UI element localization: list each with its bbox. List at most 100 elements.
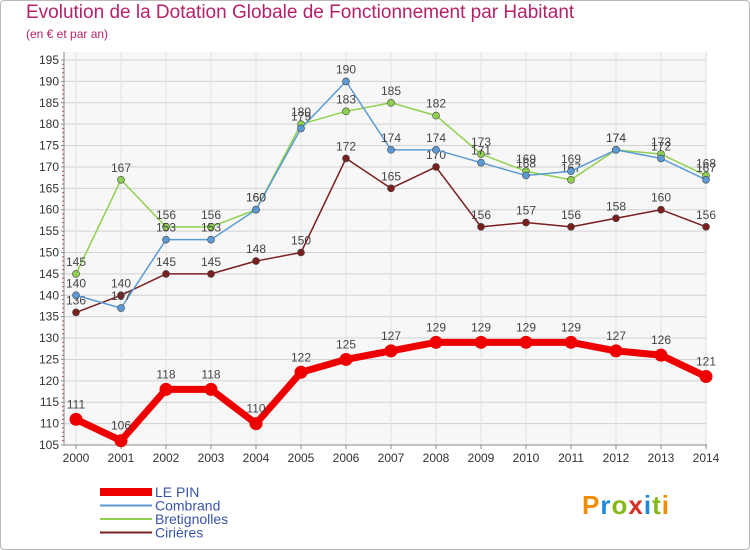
data-point [297, 248, 305, 257]
data-point [162, 223, 170, 231]
data-point [567, 167, 575, 176]
data-point [297, 124, 305, 133]
data-point [474, 335, 488, 349]
logo-letter: i [661, 490, 670, 520]
data-label: 180 [291, 105, 311, 119]
data-point [612, 214, 620, 223]
data-point [117, 304, 125, 312]
y-tick-label: 160 [39, 203, 59, 217]
data-label: 174 [381, 131, 401, 145]
data-point [72, 270, 80, 278]
data-point [654, 348, 668, 362]
x-tick-label: 2003 [198, 451, 225, 465]
data-label: 158 [606, 199, 626, 213]
data-label: 137 [111, 289, 131, 303]
x-tick-label: 2002 [153, 451, 180, 465]
data-point [477, 150, 485, 158]
y-tick-label: 165 [39, 181, 59, 195]
chart-subtitle: (en € et par an) [26, 27, 109, 41]
data-point [432, 146, 440, 154]
y-tick-label: 195 [39, 53, 59, 67]
data-point [162, 235, 170, 244]
chart-title: Evolution de la Dotation Globale de Fonc… [26, 2, 575, 23]
data-point [207, 270, 215, 278]
data-point [294, 365, 308, 379]
y-tick-label: 170 [39, 160, 59, 174]
data-label: 156 [696, 208, 716, 222]
y-tick-label: 110 [40, 417, 59, 431]
data-point [567, 223, 575, 231]
data-point [114, 434, 128, 448]
logo-letter: i [643, 490, 653, 520]
x-tick-label: 2004 [243, 451, 270, 465]
y-tick-label: 115 [40, 395, 59, 409]
data-point [117, 175, 125, 184]
proxiti-logo: Proxiti [582, 490, 670, 521]
data-label: 168 [516, 157, 536, 171]
y-tick-label: 145 [39, 267, 59, 281]
data-point [72, 291, 80, 300]
logo-letter: r [600, 490, 612, 520]
legend-label: Combrand [155, 498, 220, 514]
logo-letter: P [582, 490, 601, 520]
data-point [432, 111, 440, 120]
series-le-pin: 111 106 118 118 110 122 125 127 129 129 129 129 127 1… [67, 320, 716, 448]
data-label: 126 [651, 333, 671, 347]
data-label: 182 [426, 97, 446, 111]
data-label: 145 [66, 255, 86, 269]
data-label: 106 [111, 419, 131, 433]
x-tick-label: 2010 [513, 451, 540, 465]
data-label: 145 [156, 255, 176, 269]
data-label: 168 [696, 157, 716, 171]
data-point [657, 205, 665, 214]
data-point [207, 223, 215, 231]
x-tick-label: 2011 [558, 451, 584, 465]
data-label: 190 [336, 62, 356, 76]
data-label: 140 [111, 276, 131, 290]
y-tick-label: 155 [39, 224, 59, 238]
data-label: 111 [67, 397, 86, 411]
legend-label: Cirières [155, 525, 203, 541]
data-point [702, 223, 710, 231]
data-point [252, 205, 260, 214]
x-tick-label: 2007 [378, 451, 405, 465]
data-point [657, 154, 665, 163]
data-point [522, 218, 530, 227]
data-label: 173 [471, 135, 491, 149]
data-label: 174 [606, 131, 626, 145]
data-label: 156 [471, 208, 491, 222]
data-point [339, 352, 353, 366]
data-point [477, 223, 485, 231]
data-point [702, 175, 710, 184]
data-point [387, 98, 395, 107]
data-point [207, 235, 215, 244]
data-point [522, 171, 530, 180]
data-label: 129 [561, 320, 581, 334]
data-point [117, 291, 125, 300]
data-point [204, 382, 218, 396]
data-point [342, 77, 350, 86]
y-tick-label: 180 [39, 117, 59, 131]
x-tick-label: 2009 [468, 451, 495, 465]
data-point [159, 382, 173, 396]
data-point [567, 175, 575, 184]
y-tick-label: 125 [39, 352, 59, 366]
y-tick-label: 190 [39, 74, 59, 88]
data-label: 179 [291, 109, 311, 123]
logo-letter: t [652, 490, 662, 520]
data-point [387, 146, 395, 154]
y-tick-label: 185 [39, 96, 59, 110]
data-point [519, 335, 533, 349]
data-point [699, 370, 713, 384]
y-tick-label: 175 [39, 139, 59, 153]
data-point [564, 335, 578, 349]
data-label: 160 [651, 191, 671, 205]
data-point [477, 158, 485, 167]
y-tick-label: 135 [39, 310, 59, 324]
data-label: 171 [471, 144, 491, 158]
data-label: 129 [516, 320, 536, 334]
data-label: 172 [651, 139, 671, 153]
y-tick-label: 150 [39, 246, 59, 260]
data-point [612, 146, 620, 154]
x-tick-label: 2012 [603, 451, 630, 465]
